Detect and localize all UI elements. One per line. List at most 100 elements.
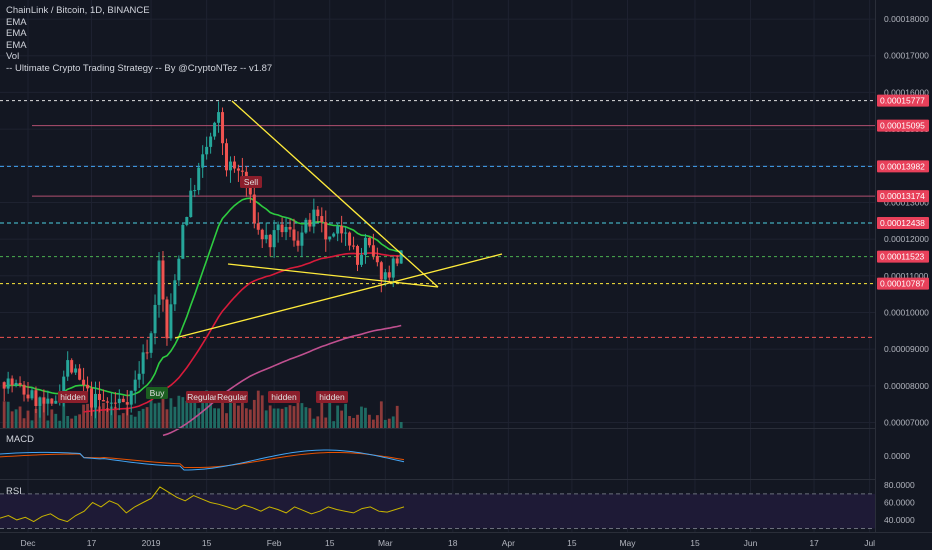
trendlines[interactable] <box>174 100 503 339</box>
macd-signal-line <box>0 451 405 469</box>
candle-body <box>145 352 149 354</box>
signal-bear-box <box>316 391 348 403</box>
candle-body <box>260 229 264 240</box>
candle-body <box>189 190 193 217</box>
volume-bar <box>332 421 336 428</box>
candle-body <box>268 234 272 248</box>
volume-bar <box>268 405 272 428</box>
volume-bar <box>173 406 177 428</box>
candle-body <box>328 236 332 240</box>
candle-body <box>352 245 356 247</box>
volume-bar <box>106 407 109 428</box>
price-tick-label: 0.00016000 <box>884 87 929 97</box>
macd-label[interactable]: MACD <box>6 434 34 445</box>
candle-body <box>109 402 113 404</box>
indicator-ema-2[interactable]: EMA <box>6 28 27 39</box>
indicator-volume[interactable]: Vol <box>6 51 20 62</box>
candle-body <box>185 216 189 225</box>
volume-bars <box>2 390 403 428</box>
volume-bar <box>296 402 300 428</box>
candle-body <box>232 161 236 169</box>
rsi-label[interactable]: RSI <box>6 486 22 497</box>
candle-body <box>387 272 391 278</box>
trendline-lower <box>174 253 503 339</box>
candle-body <box>14 382 18 386</box>
candle-body <box>113 402 117 404</box>
candle-body <box>272 230 276 248</box>
price-axis[interactable]: 0.000180000.000170000.000160000.00015000… <box>876 0 932 532</box>
signal-bear-box <box>186 391 218 403</box>
candle-body <box>18 382 22 385</box>
volume-bar <box>197 408 201 428</box>
candle-body <box>280 224 284 233</box>
signal-labels: hidden Buy Regular Regular hidden hidden Sell <box>58 176 348 403</box>
signal-bear-box <box>268 391 300 403</box>
macd-pane <box>0 449 405 471</box>
volume-bar <box>58 420 62 428</box>
volume-bar <box>324 417 328 428</box>
volume-bar <box>74 415 78 428</box>
ema-lines <box>4 197 402 437</box>
candle-body <box>173 280 177 305</box>
candle-body <box>395 258 399 264</box>
indicator-ema-1[interactable]: EMA <box>6 16 27 28</box>
candle-body <box>252 194 256 224</box>
signal-bear-label: hidden <box>319 392 345 402</box>
candle-body <box>340 226 344 234</box>
trendline-upper <box>231 100 439 288</box>
price-tag-box <box>877 160 929 173</box>
volume-bar <box>6 401 10 428</box>
indicator-ema-3[interactable]: EMA <box>6 39 27 51</box>
volume-bar <box>213 408 216 428</box>
candle-body <box>133 379 137 391</box>
candle-body <box>324 222 328 240</box>
volume-bar <box>316 416 320 428</box>
price-tag-label: 0.00013174 <box>880 191 925 201</box>
candle-body <box>379 262 383 280</box>
candle-body <box>292 229 296 241</box>
rsi-tick-label: 80.0000 <box>884 480 915 490</box>
volume-bar <box>133 416 137 428</box>
volume-bar <box>348 416 351 428</box>
candle-body <box>125 402 129 405</box>
volume-bar <box>201 401 205 428</box>
volume-bar <box>383 419 387 428</box>
symbol-title[interactable]: ChainLink / Bitcoin, 1D, BINANCE <box>6 5 150 16</box>
signal-buy-label: Buy <box>150 388 165 398</box>
candle-body <box>197 167 201 191</box>
candle-body <box>90 388 94 408</box>
volume-bar <box>10 411 14 428</box>
volume-bar <box>244 408 248 428</box>
volume-bar <box>117 415 121 428</box>
candle-body <box>256 223 260 230</box>
volume-bar <box>300 403 304 428</box>
volume-bar <box>288 405 292 428</box>
volume-bar <box>344 403 347 428</box>
candle-body <box>221 112 225 144</box>
candle-body <box>276 224 280 231</box>
volume-bar <box>50 409 54 428</box>
candle-body <box>26 394 30 399</box>
candle-body <box>177 258 181 281</box>
price-tag-box <box>877 119 929 132</box>
time-axis[interactable]: Dec 17 2019 15 Feb 15 Mar 18 Apr 15 May 15 Jun 17 Jul <box>20 538 875 548</box>
candle-body <box>363 237 367 255</box>
volume-bar <box>145 407 149 428</box>
candle-body <box>308 219 312 227</box>
volume-bar <box>209 398 213 428</box>
indicator-strategy[interactable]: -- Ultimate Crypto Trading Strategy -- B… <box>6 62 273 74</box>
rsi-tick-label: 40.0000 <box>884 515 915 525</box>
time-tick-label: 15 <box>567 538 577 548</box>
price-tag-label: 0.00015777 <box>880 96 925 106</box>
candle-body <box>213 122 217 137</box>
candle-body <box>336 226 340 234</box>
candle-body <box>22 384 26 395</box>
volume-bar <box>14 409 18 428</box>
candle-body <box>240 170 244 172</box>
volume-bar <box>86 403 89 428</box>
volume-bar <box>240 401 244 428</box>
candle-body <box>34 390 38 406</box>
candle-body <box>157 260 161 305</box>
